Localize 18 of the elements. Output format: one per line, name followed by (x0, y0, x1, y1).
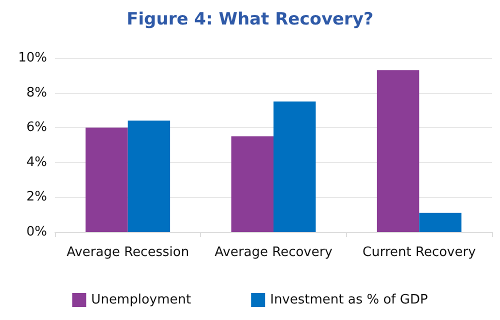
chart-title: Figure 4: What Recovery? (126, 10, 374, 30)
legend-label: Unemployment (91, 292, 192, 308)
y-tick-label: 6% (26, 120, 47, 136)
x-tick-label: Current Recovery (362, 245, 476, 260)
bar (274, 102, 316, 232)
bar (128, 120, 170, 232)
bar (419, 212, 462, 232)
bar (231, 136, 274, 232)
x-tick-label: Average Recovery (214, 245, 333, 260)
y-tick-label: 0% (26, 224, 47, 240)
y-tick-label: 2% (26, 190, 47, 205)
y-tick-label: 10% (18, 50, 47, 66)
bar (86, 128, 128, 232)
y-tick-label: 8% (26, 85, 47, 100)
bar (376, 70, 420, 232)
x-tick-label: Average Recession (66, 245, 190, 260)
y-tick-label: 4% (26, 154, 47, 170)
legend-label: Investment as % of GDP (270, 292, 428, 308)
